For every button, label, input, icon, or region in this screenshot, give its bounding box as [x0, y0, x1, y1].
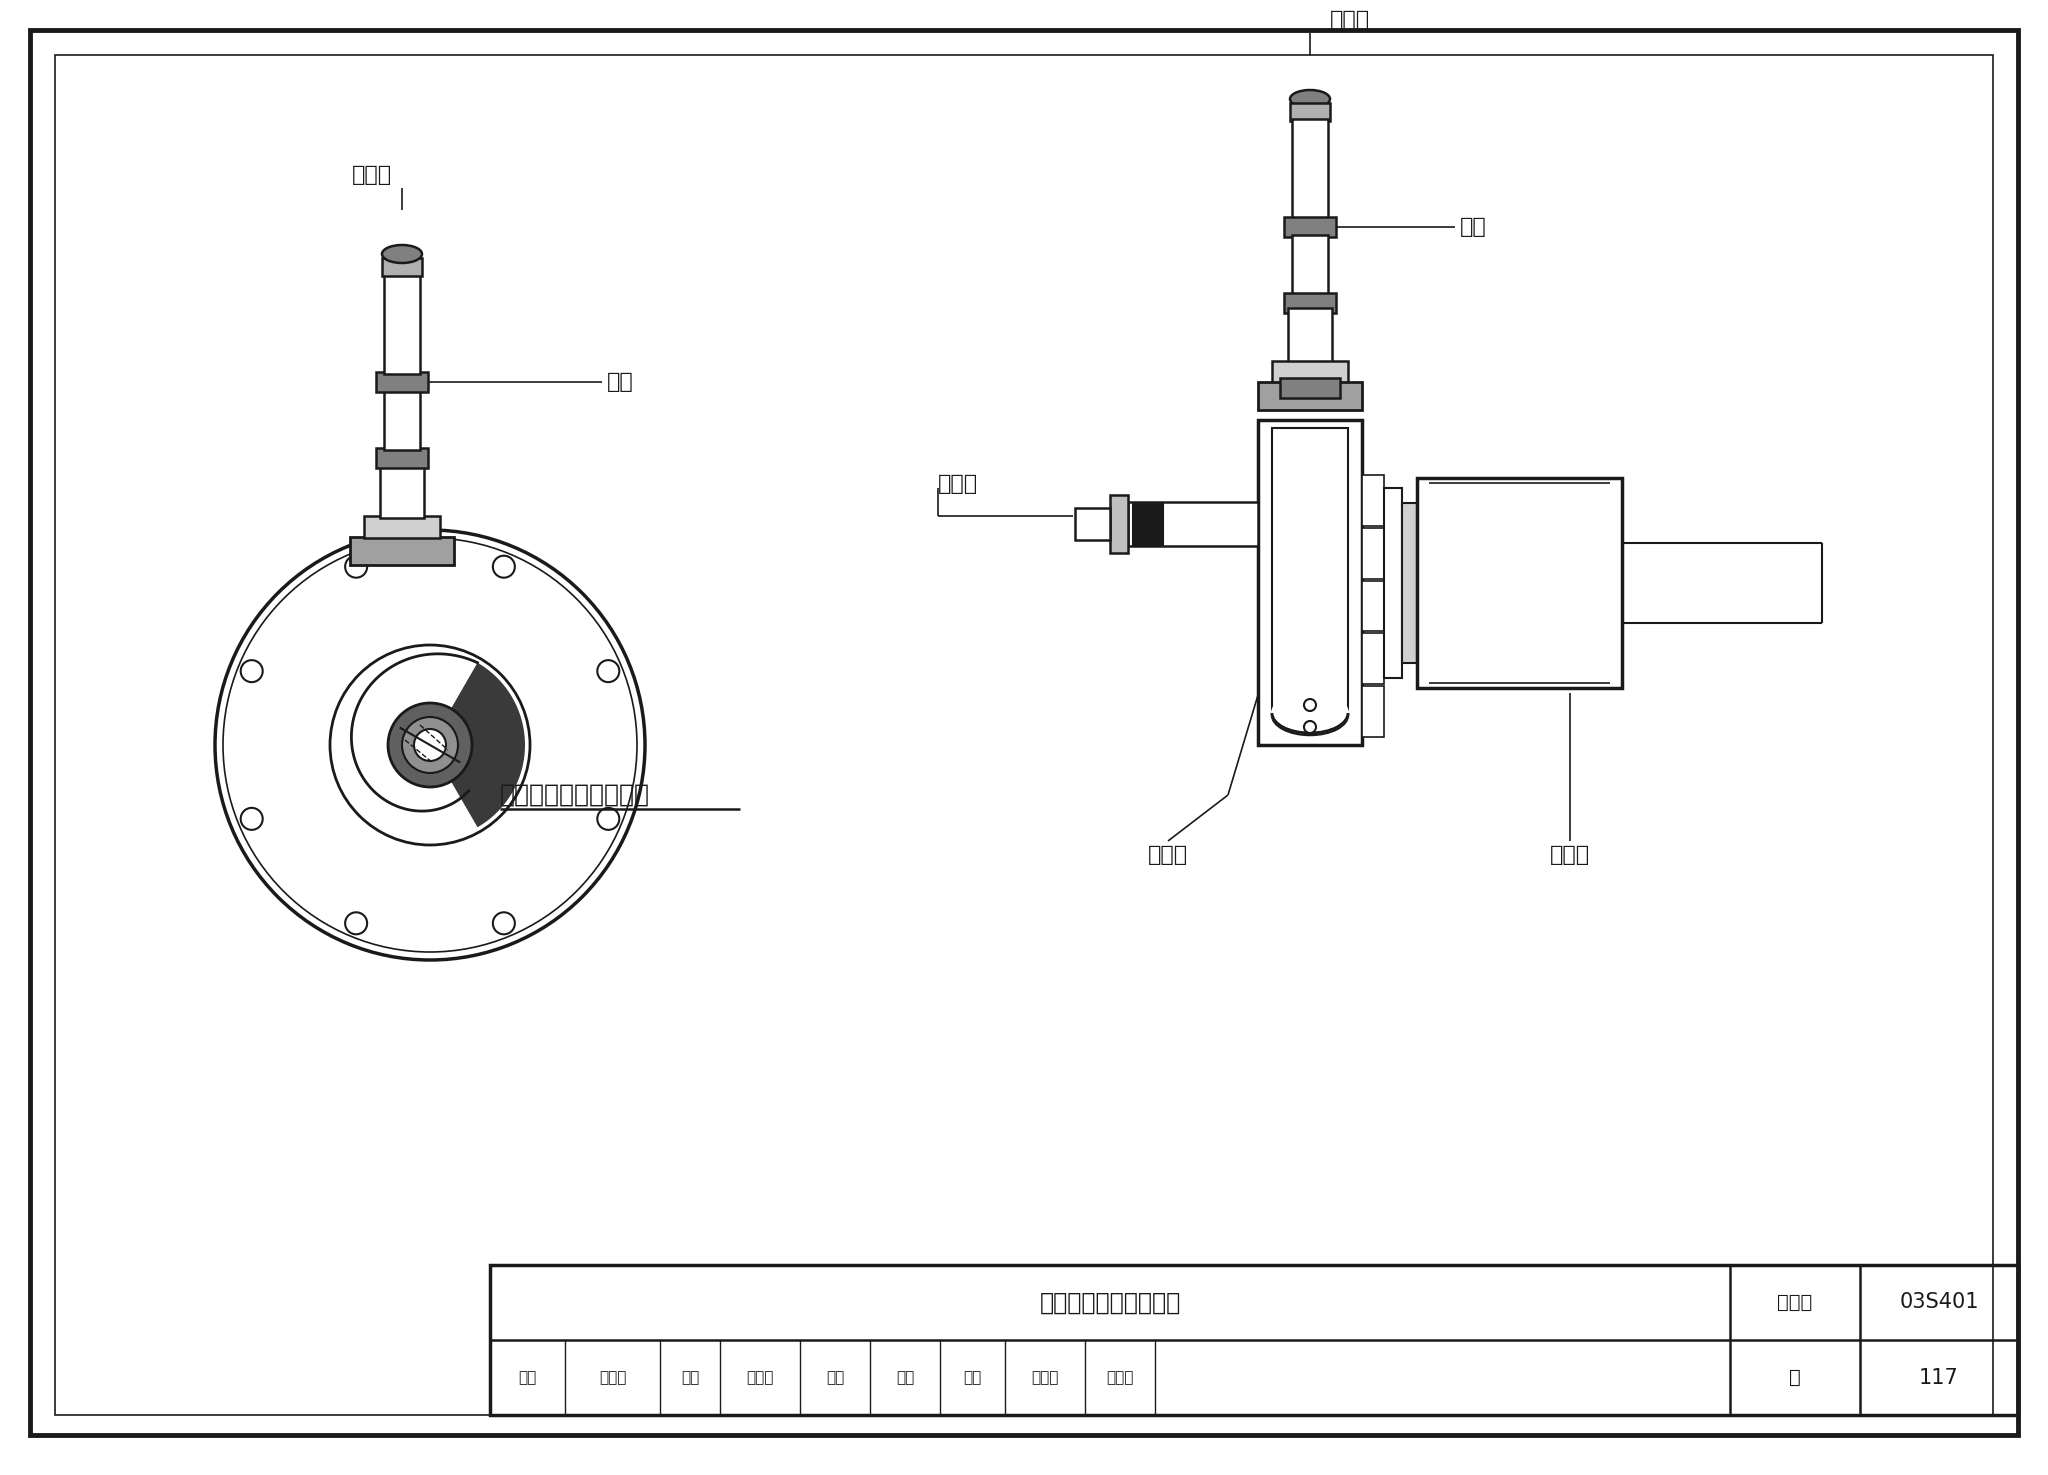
Bar: [1284, 294, 1335, 313]
Text: 审核: 审核: [518, 1370, 537, 1385]
Circle shape: [223, 538, 637, 951]
Text: 117: 117: [1919, 1367, 1958, 1388]
Bar: [377, 372, 428, 392]
Bar: [1290, 103, 1329, 121]
Bar: [1272, 361, 1348, 384]
Bar: [1384, 488, 1403, 677]
Circle shape: [346, 556, 367, 578]
Text: 杞文伙: 杞文伙: [1106, 1370, 1135, 1385]
Text: 扎带: 扎带: [1460, 217, 1487, 237]
Bar: [1362, 475, 1384, 525]
Circle shape: [1305, 721, 1317, 733]
Bar: [1292, 119, 1327, 218]
Bar: [1288, 308, 1331, 363]
Text: 泵出口: 泵出口: [352, 165, 391, 184]
Bar: [350, 537, 455, 565]
Bar: [1292, 235, 1327, 295]
Text: 泵出口: 泵出口: [1329, 10, 1370, 30]
Text: 马校对: 马校对: [745, 1370, 774, 1385]
Bar: [1257, 382, 1362, 410]
Circle shape: [1305, 699, 1317, 711]
Bar: [1362, 528, 1384, 578]
Text: 扎带: 扎带: [606, 372, 633, 392]
Bar: [365, 516, 440, 538]
Bar: [383, 258, 422, 276]
Circle shape: [598, 808, 618, 830]
Text: 设计: 设计: [963, 1370, 981, 1385]
Text: 电热带: 电热带: [1149, 845, 1188, 864]
Circle shape: [494, 556, 514, 578]
Bar: [1284, 217, 1335, 237]
Bar: [1272, 428, 1348, 715]
Text: 图集号: 图集号: [1778, 1294, 1812, 1311]
Circle shape: [242, 661, 262, 681]
Circle shape: [346, 913, 367, 934]
Circle shape: [494, 913, 514, 934]
Text: 侯燕鸿: 侯燕鸿: [598, 1370, 627, 1385]
Text: 页: 页: [1790, 1367, 1800, 1386]
Bar: [1362, 686, 1384, 738]
Text: 发动机: 发动机: [1550, 845, 1589, 864]
Bar: [1110, 496, 1128, 553]
Circle shape: [215, 530, 645, 960]
Bar: [1280, 378, 1339, 398]
Circle shape: [242, 808, 262, 830]
Bar: [1128, 502, 1257, 546]
Text: 张蕊: 张蕊: [680, 1370, 698, 1385]
Circle shape: [387, 704, 471, 788]
Circle shape: [330, 645, 530, 845]
Text: 电热带缠绕水泵安装图: 电热带缠绕水泵安装图: [500, 783, 649, 807]
Polygon shape: [449, 662, 524, 827]
Bar: [1417, 478, 1622, 687]
Ellipse shape: [1290, 90, 1329, 108]
Circle shape: [414, 729, 446, 761]
Bar: [377, 448, 428, 468]
Text: 乙矿: 乙矿: [895, 1370, 913, 1385]
Bar: [1133, 502, 1163, 546]
Circle shape: [598, 661, 618, 681]
Text: 王莉: 王莉: [825, 1370, 844, 1385]
Ellipse shape: [1272, 695, 1348, 735]
Ellipse shape: [383, 245, 422, 263]
Bar: [385, 274, 420, 375]
Text: 电热带缠绕水泵安装图: 电热带缠绕水泵安装图: [1040, 1291, 1180, 1314]
Bar: [385, 389, 420, 450]
Text: 杜文欣: 杜文欣: [1032, 1370, 1059, 1385]
Bar: [1257, 420, 1362, 745]
Bar: [1403, 503, 1417, 662]
Ellipse shape: [1272, 692, 1350, 735]
Bar: [1075, 507, 1110, 540]
Circle shape: [401, 717, 459, 773]
Bar: [1362, 633, 1384, 684]
Bar: [381, 463, 424, 518]
Bar: [1362, 581, 1384, 631]
Bar: [489, 1266, 2017, 1415]
Text: 03S401: 03S401: [1898, 1292, 1978, 1313]
Text: 泵入口: 泵入口: [938, 473, 979, 494]
